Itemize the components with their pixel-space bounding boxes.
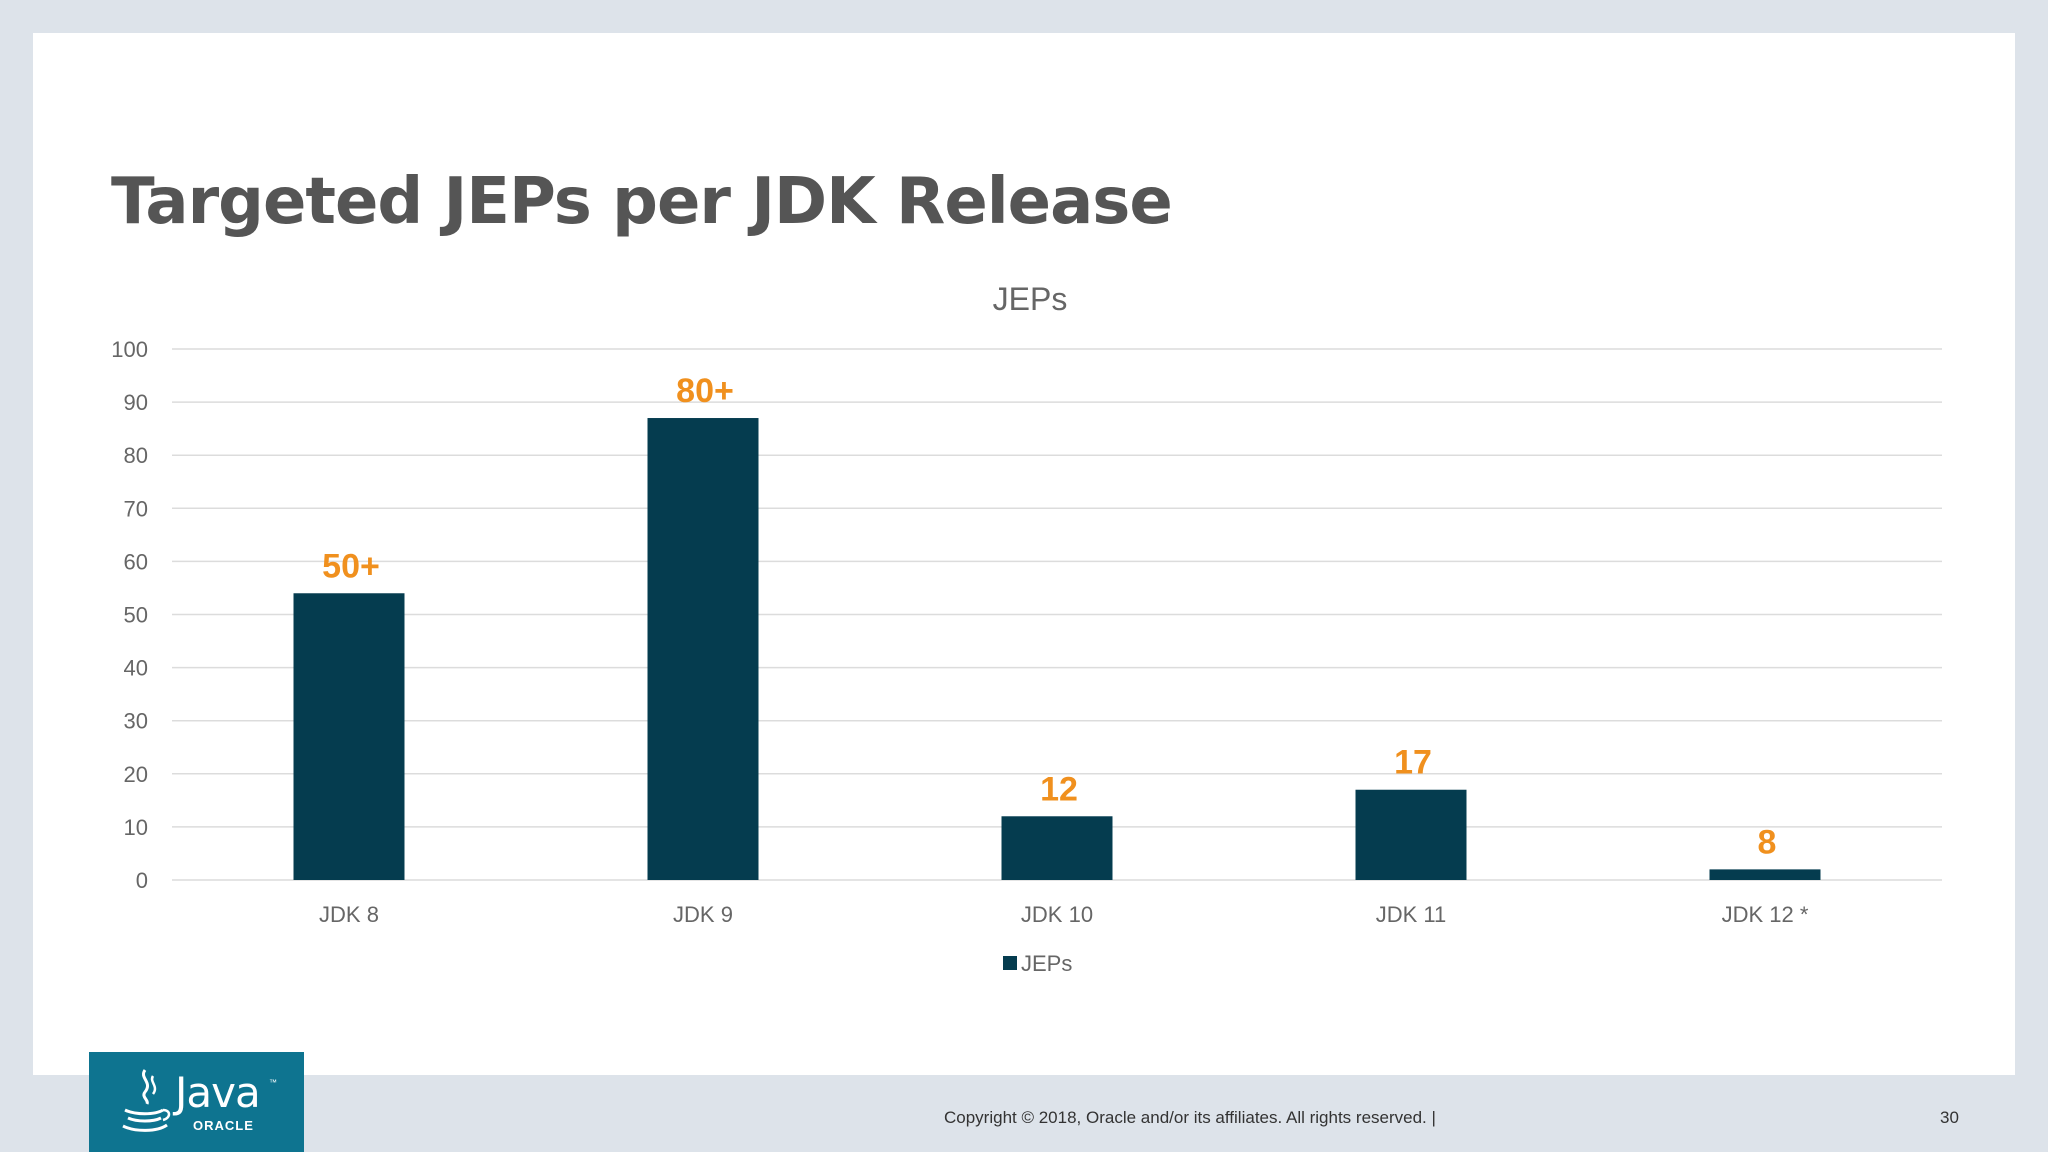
x-tick-label: JDK 8: [319, 902, 379, 927]
java-trademark: ™: [269, 1078, 277, 1087]
y-tick-label: 40: [124, 656, 148, 681]
data-label: 12: [1040, 770, 1078, 808]
bar: [1355, 789, 1467, 880]
data-label: 8: [1758, 823, 1777, 861]
y-tick-label: 90: [124, 390, 148, 415]
y-tick-label: 20: [124, 762, 148, 787]
x-tick-label: JDK 12 *: [1722, 902, 1809, 927]
data-label: 50+: [322, 547, 380, 585]
bar: [1001, 816, 1113, 880]
y-tick-label: 70: [124, 496, 148, 521]
footer-bar: [0, 1075, 2048, 1152]
x-tick-label: JDK 10: [1021, 902, 1093, 927]
slide: Targeted JEPs per JDK Release: [33, 33, 2015, 1075]
x-tick-label: JDK 9: [673, 902, 733, 927]
bar-chart: JEPs 0 10 20 30 40 50 60 70 80 90 100 50+ JDK 8 80+ JDK…: [111, 281, 1942, 976]
data-label: 80+: [676, 372, 734, 410]
java-wordmark: Java: [175, 1068, 261, 1117]
copyright-text: Copyright © 2018, Oracle and/or its affi…: [944, 1108, 1436, 1127]
data-label: 17: [1394, 744, 1432, 782]
bar: [293, 593, 405, 880]
x-tick-label: JDK 11: [1376, 902, 1447, 927]
legend-swatch: [1003, 956, 1017, 970]
bar: [1709, 869, 1821, 880]
y-tick-label: 10: [124, 815, 148, 840]
java-logo: Java ™ ORACLE: [89, 1052, 304, 1152]
page-title: Targeted JEPs per JDK Release: [111, 165, 1173, 239]
y-tick-label: 60: [124, 549, 148, 574]
y-tick-label: 100: [111, 337, 148, 362]
y-tick-label: 30: [124, 709, 148, 734]
y-tick-label: 0: [136, 868, 148, 893]
oracle-wordmark: ORACLE: [193, 1118, 254, 1133]
y-tick-label: 50: [124, 603, 148, 628]
chart-title: JEPs: [993, 281, 1068, 317]
java-coffee-cup-icon: [122, 1069, 171, 1132]
bar: [647, 418, 759, 880]
legend-label: JEPs: [1021, 951, 1072, 976]
page-number: 30: [1940, 1108, 1959, 1127]
y-tick-label: 80: [124, 443, 148, 468]
